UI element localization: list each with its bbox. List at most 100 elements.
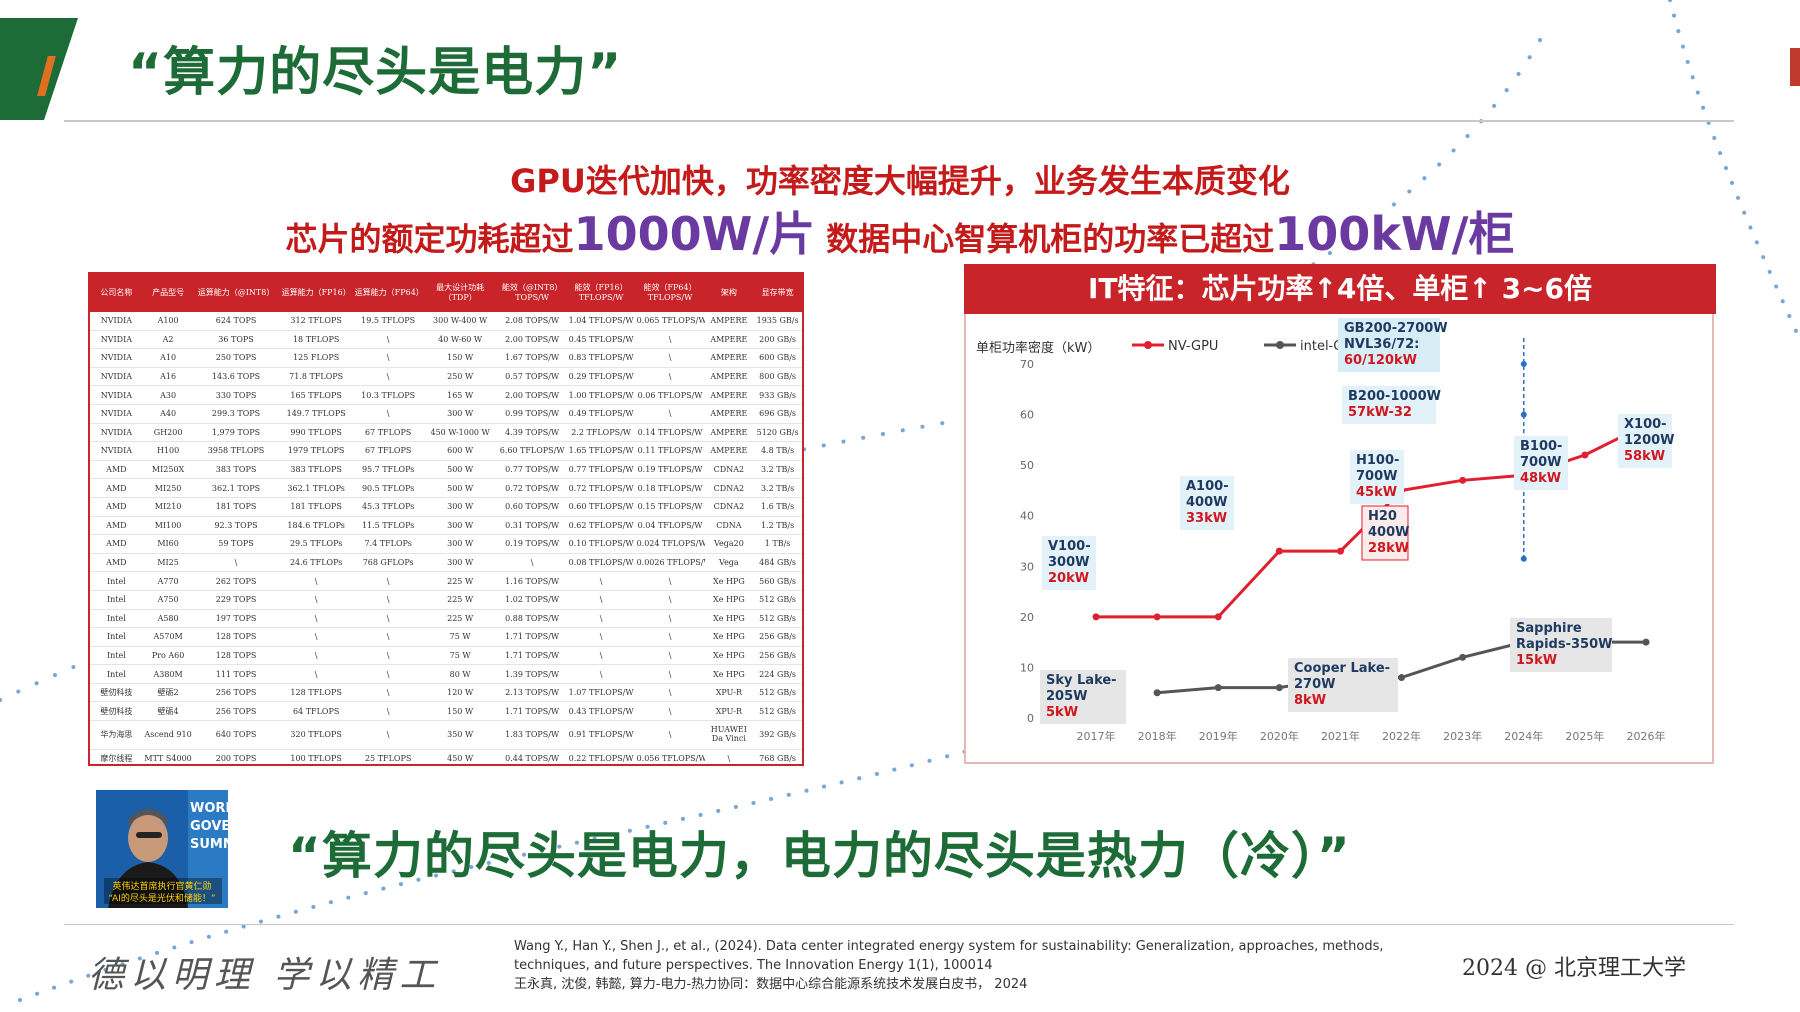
table-cell: \ [566,627,636,647]
table-cell: Ascend 910 [142,720,194,751]
table-cell: 75 W [422,646,498,666]
table-cell: \ [278,664,354,684]
table-cell: 300 W [422,553,498,573]
annotation-value: 20kW [1048,571,1089,586]
table-cell: 2.13 TOPS/W [497,683,567,703]
table-cell: AMPERE [704,312,754,331]
table-cell: AMD [90,516,143,536]
table-cell: 256 GB/s [753,646,802,666]
table-cell: 0.44 TOPS/W [497,749,567,764]
table-cell: 128 TOPS [193,646,279,666]
annotation-value: 57kW-32 [1348,405,1412,420]
annotation-label: 1200W [1624,433,1675,448]
table-cell: 0.72 TFLOPS/W [566,478,636,498]
table-cell: 383 TOPS [193,460,279,480]
table-cell: Intel [90,627,143,647]
table-cell: 90.5 TFLOPs [353,478,423,498]
table-cell: 壁仞科技 [90,701,143,722]
table-cell: 0.0026 TFLOPS/W [635,553,705,573]
table-cell: AMPERE [704,441,754,461]
table-header-cell: 显存带宽 [753,274,802,312]
table-cell: 128 TFLOPS [278,683,354,703]
table-row: AMD MI250 362.1 TOPS 362.1 TFLOPs 90.5 TFLOP… [90,478,802,498]
table-header-cell: 运算能力（FP16） [278,274,354,312]
annotation-box [1361,505,1409,561]
annotation-box [1180,476,1234,530]
table-cell: 0.19 TFLOPS/W [635,460,705,480]
table-row: AMD MI100 92.3 TOPS 184.6 TFLOPs 11.5 TFLOPs… [90,516,802,536]
table-cell: Intel [90,609,143,629]
table-cell: 0.04 TFLOPS/W [635,516,705,536]
table-cell: 1935 GB/s [753,312,802,331]
table-cell: 768 GFLOPs [353,553,423,573]
annotation-box [1514,436,1568,490]
table-cell: 181 TOPS [193,497,279,517]
table-cell: AMPERE [704,330,754,350]
table-cell: A30 [142,385,194,405]
table-cell: A380M [142,664,194,684]
table-cell: 24.6 TFLOPs [278,553,354,573]
table-cell: 92.3 TOPS [193,516,279,536]
annotation-value: 8kW [1294,693,1326,708]
table-cell: 256 GB/s [753,627,802,647]
annotation-box [1288,658,1398,712]
headline-chip-text: 芯片的额定功耗超过 [285,220,574,258]
table-cell: MI60 [142,534,194,554]
y-tick-label: 20 [1020,611,1034,624]
table-cell: 128 TOPS [193,627,279,647]
table-cell: 3.2 TB/s [753,460,802,480]
chart-banner: IT特征：芯片功率↑4倍、单柜↑ 3~6倍 [964,264,1716,314]
x-tick-label: 2023年 [1443,729,1482,743]
table-cell: 0.60 TOPS/W [497,497,567,517]
table-cell: \ [278,646,354,666]
table-cell: \ [635,646,705,666]
table-cell: \ [353,571,423,591]
y-tick-label: 10 [1020,661,1034,674]
table-cell: 312 TFLOPS [278,312,354,331]
table-cell: 0.77 TFLOPS/W [566,460,636,480]
table-row: Intel Pro A60 128 TOPS \ \ 75 W 1.71 TOPS/W \ \ X… [90,646,802,666]
table-cell: NVIDIA [90,385,143,405]
reference-line-3: 王永真, 沈俊, 韩懿, 算力-电力-热力协同：数据中心综合能源系统技术发展白皮… [514,976,1028,992]
table-cell: 484 GB/s [753,553,802,573]
x-tick-label: 2022年 [1382,729,1421,743]
table-cell: \ [353,664,423,684]
table-cell: 512 GB/s [753,590,802,610]
table-cell: 768 GB/s [753,749,802,764]
data-point-nv-gpu [1275,547,1283,555]
y-tick-label: 60 [1020,409,1034,422]
table-cell: 0.29 TFLOPS/W [566,367,636,387]
table-cell: MI250 [142,478,194,498]
y-tick-label: 50 [1020,459,1034,472]
table-cell: 3.2 TB/s [753,478,802,498]
table-cell: \ [353,627,423,647]
table-cell: 1.6 TB/s [753,497,802,517]
annotation-label: X100- [1624,417,1667,432]
university-motto: 德以明理 学以精工 [88,955,442,996]
data-point-nv-gpu [1581,451,1589,459]
references: Wang Y., Han Y., Shen J., et al., (2024)… [514,938,1394,995]
table-cell: 19.5 TFLOPS [353,312,423,331]
data-point-nv-gpu [1459,476,1467,484]
table-cell: 149.7 TFLOPS [278,404,354,424]
table-cell: NVIDIA [90,312,143,331]
table-cell: Vega20 [704,534,754,554]
table-cell: 3958 TFLOPS [193,441,279,461]
table-cell: 18 TFLOPS [278,330,354,350]
table-cell: 300 W [422,404,498,424]
data-point-nv-gpu [1336,547,1344,555]
table-cell: 0.18 TFLOPS/W [635,478,705,498]
data-point-intel-cpu [1275,684,1283,692]
table-cell: 0.83 TFLOPS/W [566,348,636,368]
table-cell: 0.14 TFLOPS/W [635,423,705,443]
table-cell: GH200 [142,423,194,443]
reference-line-2: techniques, and future perspectives. The… [514,957,993,973]
table-cell: 197 TOPS [193,609,279,629]
x-tick-label: 2018年 [1138,729,1177,743]
annotation-box [1042,536,1096,590]
table-header-cell: 能效（FP64）TFLOPS/W [635,274,705,312]
table-cell: 2.00 TOPS/W [497,385,567,405]
gpu-spec-table: 公司名称 产品型号 运算能力（@INT8） 运算能力（FP16） 运算能力（FP64）最… [88,272,804,766]
table-cell: 299.3 TOPS [193,404,279,424]
table-cell: \ [278,590,354,610]
